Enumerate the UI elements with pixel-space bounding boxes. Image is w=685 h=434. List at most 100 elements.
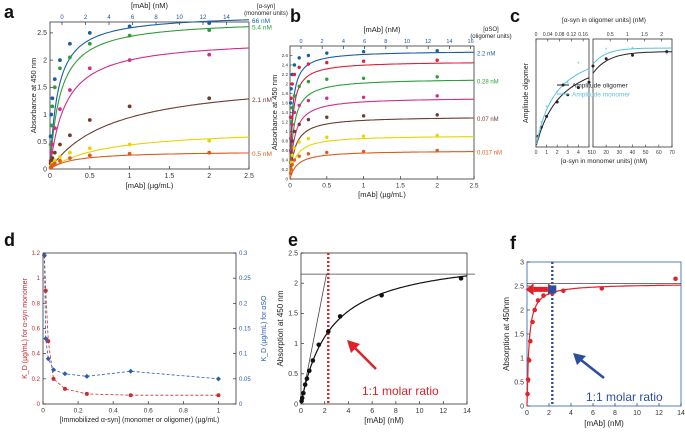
y-tick-label: 1 — [294, 341, 298, 348]
data-point — [127, 24, 132, 29]
x-tick-label: 2.5 — [469, 183, 478, 190]
data-point — [68, 150, 72, 155]
y-tick-label: 2.5 — [288, 250, 298, 257]
data-point — [325, 135, 329, 139]
ratio-annotation: 1:1 molar ratio — [362, 384, 439, 398]
data-point — [599, 286, 605, 291]
y-tick-label: 1.8 — [282, 91, 289, 96]
data-point — [325, 115, 329, 119]
ratio-annotation: 1:1 molar ratio — [586, 390, 663, 404]
data-point — [361, 76, 366, 81]
y-tick-label: 2.5 — [37, 30, 47, 37]
data-point — [435, 133, 439, 137]
y-tick-label: 0 — [520, 403, 524, 410]
data-point — [316, 342, 322, 348]
y-tick-label: 0.6 — [32, 327, 41, 333]
data-point — [207, 21, 212, 25]
double-arrow-shaft — [533, 286, 548, 292]
x-tick-label: 30 — [617, 150, 623, 156]
data-point — [673, 276, 678, 282]
data-point — [58, 66, 62, 71]
data-point — [46, 339, 51, 344]
data-point — [292, 146, 297, 150]
x-tick-label: 0 — [41, 408, 45, 415]
top-tick-label: 0.08 — [555, 32, 565, 38]
x-axis-title: [mAb] (nM) — [364, 416, 404, 425]
data-point — [84, 373, 90, 379]
data-point — [361, 114, 366, 118]
top-tick-label: 0.16 — [578, 32, 588, 38]
right-tick-label: 0 — [239, 402, 243, 408]
x-tick-label: 0.5 — [322, 183, 331, 190]
top-tick-label: 4 — [342, 39, 345, 45]
data-point — [52, 158, 57, 163]
x-tick-label: 20 — [603, 150, 609, 156]
data-point — [532, 307, 537, 313]
data-point — [545, 114, 549, 118]
x-tick-label: 1 — [217, 408, 221, 415]
data-point — [58, 58, 62, 63]
data-point — [631, 53, 634, 57]
y-tick-label: 1.2 — [282, 120, 289, 125]
data-point — [306, 136, 311, 141]
y-tick-label: 2 — [285, 82, 288, 87]
series-label: 2.1 nM — [252, 97, 272, 104]
y-axis-title: Amplitude oligomer — [523, 62, 530, 123]
y-tick-label: 1.6 — [282, 101, 289, 106]
top-tick-label: 1.5 — [641, 32, 648, 38]
series-label: 0.017 nM — [477, 151, 502, 157]
series-curve — [49, 26, 249, 168]
panel-label: e — [288, 230, 298, 250]
x-tick-label: 2 — [207, 173, 211, 180]
top-tick-label: 0.04 — [543, 32, 553, 38]
series-curve — [289, 62, 474, 176]
y-axis-title: Absorption at 450nm — [502, 297, 511, 371]
data-point: * — [631, 47, 634, 53]
data-point: * — [577, 62, 580, 68]
data-point — [48, 134, 53, 139]
right-tick-label: 0.15 — [239, 327, 251, 333]
top-tick-label: 2 — [660, 32, 663, 38]
data-point — [310, 358, 316, 363]
data-point — [87, 153, 92, 158]
data-point — [325, 77, 329, 81]
x-tick-label: 0 — [535, 150, 538, 156]
x-tick-label: 0.6 — [144, 408, 153, 415]
series-curve — [289, 51, 474, 175]
data-point — [52, 161, 57, 166]
data-point — [127, 58, 132, 63]
x-tick-label: 0.8 — [179, 408, 188, 415]
y-tick-label: 1 — [43, 112, 47, 119]
top-tick-label: 10 — [176, 15, 183, 21]
data-point — [51, 367, 57, 373]
y-tick-label: 2.6 — [282, 53, 289, 58]
data-point: * — [605, 48, 608, 54]
panel-d: d 0 0.2 0.4 0.6 0.8 1 0 0.2 0.4 0.6 0.8 1 1.2 0 0.05 0.1… — [4, 230, 268, 424]
x-tick-label: 4 — [569, 410, 573, 417]
data-point — [290, 153, 294, 157]
data-point — [58, 107, 62, 112]
data-point — [306, 62, 311, 66]
series-curve — [49, 47, 250, 169]
x-tick-label: 40 — [630, 150, 636, 156]
x-tick-label: 1 — [362, 183, 366, 190]
panel-label: c — [510, 6, 520, 26]
data-point — [52, 85, 57, 90]
series-label: 2.2 nM — [477, 51, 495, 57]
right-axis-title: [αSO] — [483, 27, 499, 33]
data-point — [361, 59, 366, 63]
y-axis-title-left: K_D (µg/mL) for α-syn monomer — [22, 278, 29, 379]
data-point — [207, 138, 212, 143]
data-point — [292, 94, 297, 98]
data-point — [68, 41, 72, 46]
top-tick-label: 0.5 — [607, 32, 614, 38]
data-point — [52, 150, 57, 155]
panel-a: a0 0.5 1 1.5 2 2.500.511.522.50 2 4 6 8 10 12 14[mAb… — [4, 1, 288, 190]
series-curve — [289, 79, 474, 178]
data-point: * — [666, 53, 669, 59]
data-point — [207, 52, 212, 57]
arrow-head — [347, 340, 360, 353]
data-point — [290, 163, 294, 167]
plot-frame — [49, 21, 250, 170]
x-tick-label: 14 — [463, 408, 471, 415]
